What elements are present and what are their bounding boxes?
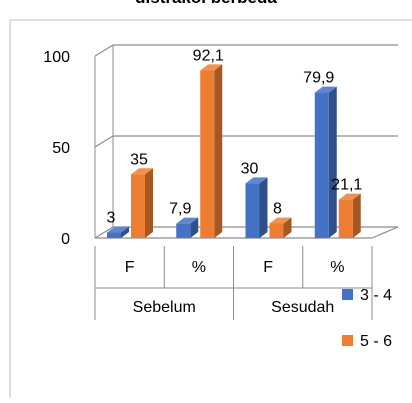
y-tick-label: 100	[43, 49, 70, 66]
data-label: 8	[273, 200, 282, 217]
bar-front	[245, 183, 260, 238]
x-axis: F% F % Sebelum Sesudah	[94, 246, 373, 320]
data-label: 92,1	[193, 47, 224, 64]
bar-front	[314, 92, 329, 238]
data-label: 30	[241, 160, 259, 177]
gridline-side	[94, 44, 114, 57]
legend: 3 - 4 5 - 6	[342, 287, 392, 350]
bar-top	[200, 64, 223, 71]
bar-top	[269, 217, 292, 224]
bars	[107, 64, 361, 239]
bar-side	[190, 217, 199, 238]
x-group-label: Sebelum	[133, 299, 196, 316]
bar-front	[338, 199, 353, 238]
bar-front	[176, 223, 191, 238]
bar-series-2	[131, 168, 153, 238]
data-label: 7,9	[169, 201, 191, 218]
data-label: 3	[107, 210, 116, 227]
x-tick-label: F	[263, 259, 273, 276]
legend-item: 3 - 4	[342, 287, 392, 304]
bar-side	[121, 226, 129, 238]
data-label: 79,9	[303, 70, 334, 87]
bar-series-2	[338, 193, 361, 238]
data-label: 21,1	[331, 177, 362, 194]
bar-series-1	[245, 177, 268, 238]
bar-side	[328, 86, 337, 238]
bar-series-2	[200, 64, 223, 239]
y-tick-label: 50	[52, 140, 70, 157]
chart-frame-lines	[9, 19, 412, 398]
bar-side	[259, 177, 268, 238]
y-tick-label: 0	[61, 231, 70, 248]
bar-top	[107, 226, 129, 233]
bar-top	[245, 177, 268, 184]
bar-top	[176, 217, 199, 224]
x-tick-label: %	[330, 259, 344, 276]
legend-label: 5 - 6	[360, 333, 392, 350]
gridline-side	[94, 135, 114, 148]
bar-top	[338, 193, 361, 200]
legend-swatch	[342, 289, 353, 300]
bar-series-1	[107, 226, 129, 238]
bar-front	[131, 174, 145, 238]
legend-label: 3 - 4	[360, 287, 392, 304]
x-tick-label: %	[192, 259, 206, 276]
x-group-label: Sesudah	[271, 299, 334, 316]
bar-side	[283, 217, 292, 238]
bar-side	[214, 64, 223, 239]
legend-swatch	[342, 335, 353, 346]
data-labels: 3 35 7,9 92,1 30 8 79,9 21,1	[107, 47, 363, 226]
floor-right-edge	[371, 226, 399, 239]
bar-series-2	[269, 217, 292, 238]
y-axis-ticks: 0 50 100	[43, 49, 70, 248]
bar-side	[352, 193, 361, 238]
bar-top	[314, 86, 337, 93]
x-tick-label: F	[125, 259, 135, 276]
bar-front	[107, 232, 121, 238]
chart-title: distrakol berbeda	[0, 0, 412, 8]
bar-side	[145, 168, 153, 238]
bar-front	[200, 70, 215, 239]
bar-top	[131, 168, 153, 175]
bar-front	[269, 223, 284, 238]
bar-series-1	[314, 86, 337, 238]
bar-series-1	[176, 217, 199, 238]
legend-item: 5 - 6	[342, 333, 392, 350]
gridline-side	[94, 226, 114, 239]
data-label: 35	[130, 151, 148, 168]
